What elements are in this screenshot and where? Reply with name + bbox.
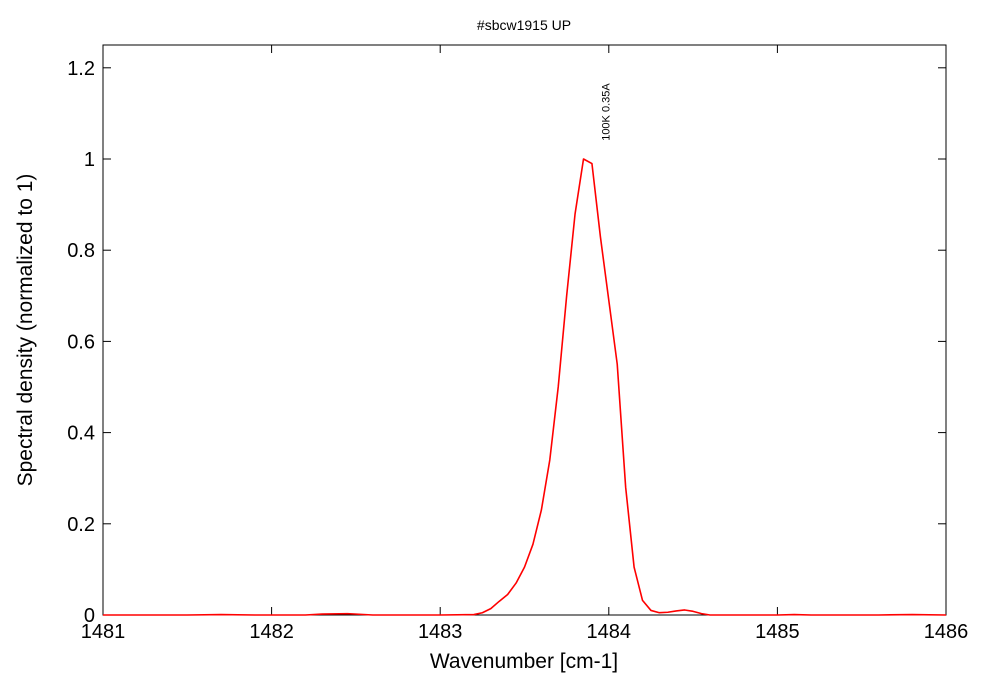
plot-frame (102, 44, 947, 616)
y-tick-label: 0.4 (67, 423, 95, 445)
peak-annotation: 100K 0.35A (600, 83, 612, 141)
y-axis-ticks: 0 0.2 0.4 0.6 0.8 1 1.2 (67, 58, 946, 627)
y-tick-label: 0.8 (67, 240, 95, 262)
x-axis-ticks: 1481 1482 1483 1484 1485 1486 (81, 45, 969, 643)
x-tick-label: 1482 (249, 621, 294, 643)
y-tick-label: 0.6 (67, 331, 95, 353)
y-tick-label: 1 (84, 149, 95, 171)
x-tick-label: 1486 (924, 621, 969, 643)
x-tick-label: 1485 (755, 621, 800, 643)
y-tick-label: 0 (84, 605, 95, 627)
x-tick-label: 1484 (587, 621, 632, 643)
series-line (103, 158, 947, 616)
y-tick-label: 0.2 (67, 514, 95, 536)
x-axis-title: Wavenumber [cm-1] (430, 650, 618, 673)
x-tick-label: 1483 (418, 621, 463, 643)
y-tick-label: 1.2 (67, 58, 95, 80)
x-tick-label: 1481 (81, 621, 126, 643)
chart-title: #sbcw1915 UP (477, 17, 571, 33)
y-axis-title: Spectral density (normalized to 1) (14, 174, 37, 487)
